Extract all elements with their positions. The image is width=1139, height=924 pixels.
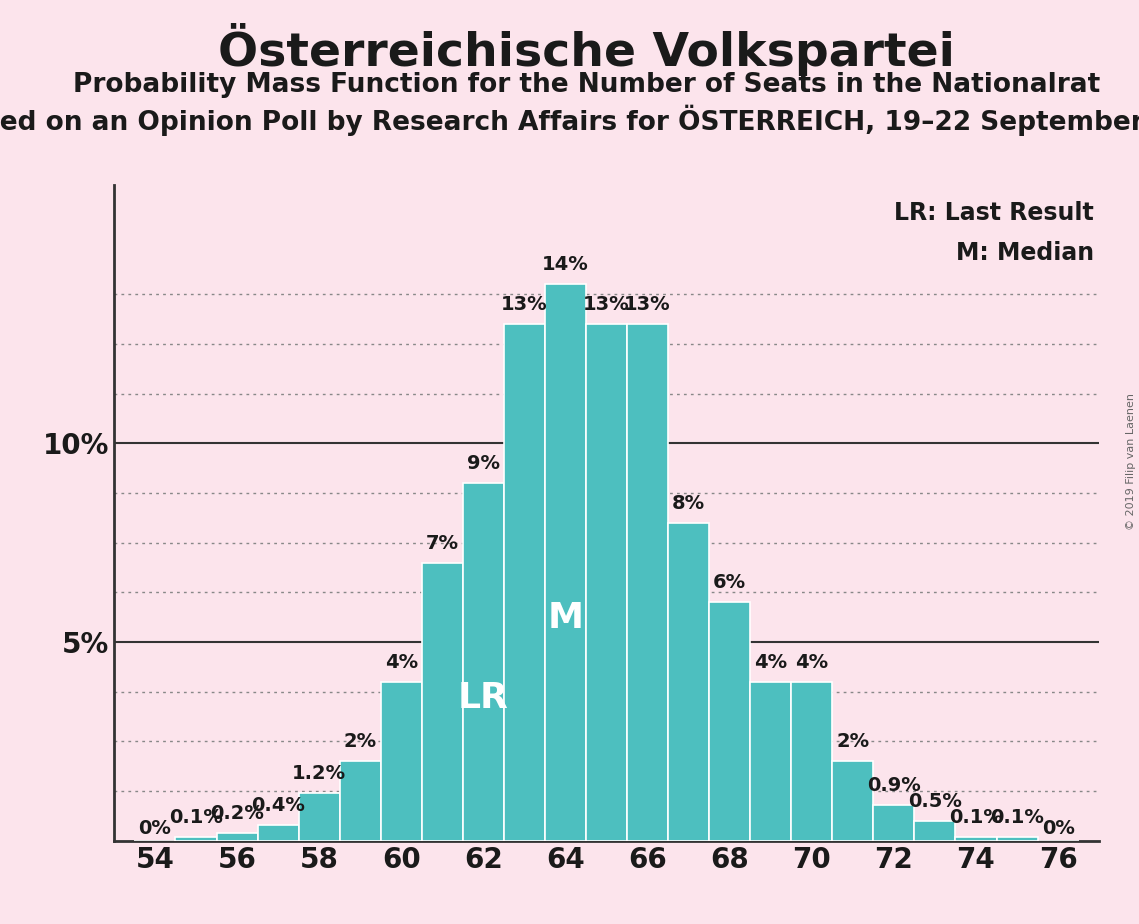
Bar — [421, 563, 462, 841]
Bar — [175, 837, 216, 841]
Text: Based on an Opinion Poll by Research Affairs for ÖSTERREICH, 19–22 September 201: Based on an Opinion Poll by Research Aff… — [0, 104, 1139, 136]
Text: Österreichische Volkspartei: Österreichische Volkspartei — [219, 23, 954, 76]
Text: LR: LR — [458, 681, 509, 714]
Text: 0.1%: 0.1% — [990, 808, 1044, 827]
Text: 2%: 2% — [836, 733, 869, 751]
Bar — [216, 833, 257, 841]
Text: 0%: 0% — [139, 819, 171, 838]
Bar — [544, 285, 585, 841]
Text: 2%: 2% — [344, 733, 377, 751]
Text: 13%: 13% — [624, 295, 671, 314]
Text: 7%: 7% — [426, 533, 459, 553]
Bar — [462, 483, 503, 841]
Bar — [874, 805, 915, 841]
Text: 4%: 4% — [754, 653, 787, 672]
Text: 9%: 9% — [467, 454, 500, 473]
Bar — [503, 324, 544, 841]
Text: 0.4%: 0.4% — [252, 796, 305, 815]
Bar — [585, 324, 628, 841]
Text: 4%: 4% — [385, 653, 418, 672]
Text: LR: Last Result: LR: Last Result — [894, 201, 1095, 225]
Bar — [915, 821, 956, 841]
Bar — [298, 793, 339, 841]
Text: 1.2%: 1.2% — [292, 764, 346, 784]
Bar — [710, 602, 751, 841]
Text: 8%: 8% — [672, 493, 705, 513]
Text: Probability Mass Function for the Number of Seats in the Nationalrat: Probability Mass Function for the Number… — [73, 72, 1100, 98]
Bar — [997, 837, 1038, 841]
Bar — [339, 761, 380, 841]
Text: 13%: 13% — [583, 295, 630, 314]
Bar — [628, 324, 669, 841]
Text: 13%: 13% — [501, 295, 548, 314]
Text: 0%: 0% — [1042, 819, 1074, 838]
Text: 14%: 14% — [542, 255, 589, 274]
Bar — [792, 682, 833, 841]
Text: 0.9%: 0.9% — [867, 776, 920, 796]
Text: © 2019 Filip van Laenen: © 2019 Filip van Laenen — [1126, 394, 1136, 530]
Text: 6%: 6% — [713, 573, 746, 592]
Bar — [956, 837, 997, 841]
Text: 0.1%: 0.1% — [169, 808, 223, 827]
Text: 0.2%: 0.2% — [210, 804, 264, 823]
Bar — [751, 682, 792, 841]
Text: M: M — [548, 602, 583, 635]
Bar — [669, 523, 710, 841]
Text: 4%: 4% — [795, 653, 828, 672]
Text: 0.5%: 0.5% — [908, 792, 961, 811]
Text: 0.1%: 0.1% — [949, 808, 1003, 827]
Bar — [833, 761, 874, 841]
Bar — [380, 682, 421, 841]
Text: M: Median: M: Median — [956, 240, 1095, 264]
Bar — [257, 825, 298, 841]
